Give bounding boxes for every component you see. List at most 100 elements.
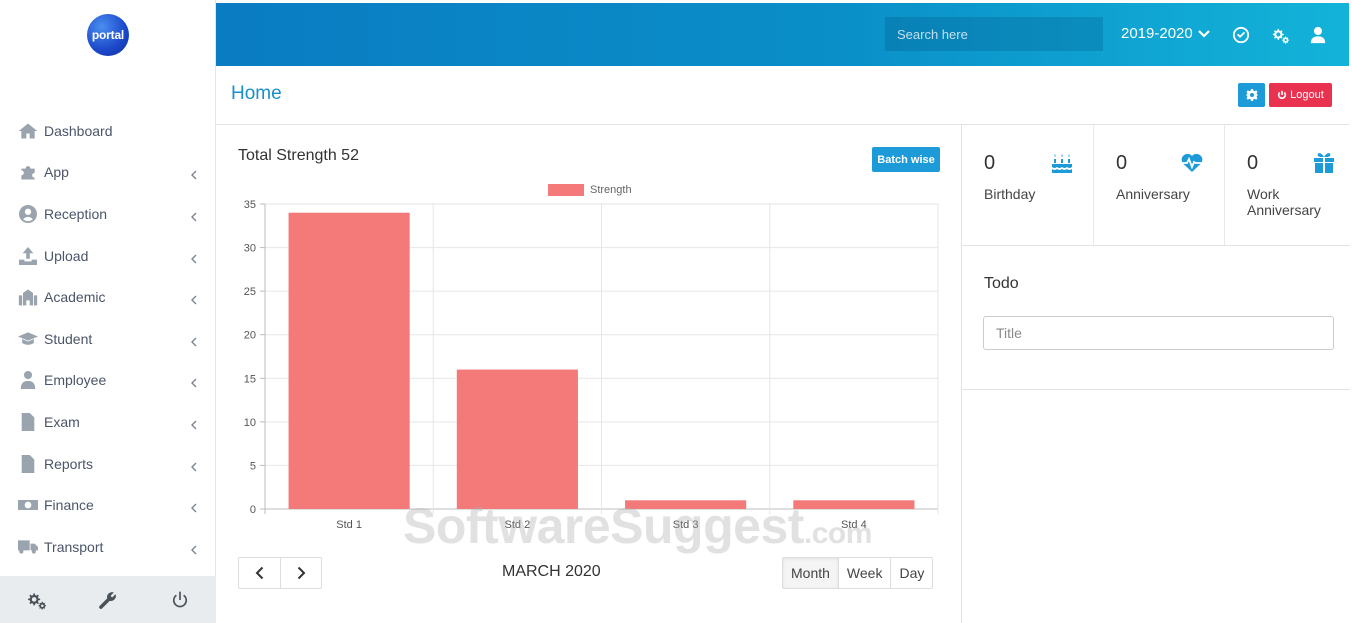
calendar-nav [238,557,322,589]
portal-logo[interactable]: portal [87,14,129,56]
chevron-left-icon [190,292,198,305]
view-month-button[interactable]: Month [783,558,838,588]
sidebar-item-transport[interactable]: Transport [0,526,216,568]
birthday-label: Birthday [984,186,1036,202]
sidebar-nav: Dashboard App Reception Upload Academic [0,110,216,568]
chart-title: Total Strength 52 [238,147,359,164]
x-tick-label: Std 2 [505,519,531,531]
building-icon [17,288,39,306]
logout-button[interactable]: Logout [1269,83,1332,107]
settings-button[interactable] [1238,83,1265,107]
sidebar-footer [0,576,216,623]
chevron-down-icon [1197,29,1210,38]
y-tick-label: 20 [244,330,256,342]
gear-icon [1245,89,1258,101]
anniversary-label: Anniversary [1116,186,1190,202]
chevron-left-icon [255,566,264,580]
sidebar-item-label: Finance [44,497,94,514]
wrench-icon[interactable] [90,585,126,615]
events-panel: 0 Birthday 0 Anniversary 0 Work Annivers… [962,125,1350,623]
power-icon [1278,90,1287,99]
prev-month-button[interactable] [239,558,280,588]
chevron-left-icon [190,209,198,222]
sidebar-item-upload[interactable]: Upload [0,235,216,277]
heartbeat-icon [1180,151,1204,175]
sidebar-item-finance[interactable]: Finance [0,484,216,526]
chevron-left-icon [190,334,198,347]
work-anniversary-stat[interactable]: 0 Work Anniversary [1224,125,1350,246]
puzzle-icon [17,163,39,181]
x-tick-label: Std 1 [336,519,362,531]
money-icon [17,496,39,514]
chevron-left-icon [190,167,198,180]
file-alt-icon [17,454,39,473]
work-anniversary-count: 0 [1247,152,1259,174]
bar [625,500,747,509]
home-icon [17,122,39,140]
view-day-button[interactable]: Day [890,558,932,588]
legend-swatch [548,184,584,196]
chevron-right-icon [297,566,305,580]
birthday-count: 0 [984,152,996,174]
sidebar-item-exam[interactable]: Exam [0,401,216,443]
y-tick-label: 35 [244,199,256,211]
power-icon[interactable] [162,585,198,615]
academic-year-select[interactable]: 2019-2020 [1121,25,1210,42]
logout-label: Logout [1290,89,1324,101]
chevron-left-icon [190,500,198,513]
sidebar-item-reception[interactable]: Reception [0,193,216,235]
sidebar-item-label: Exam [44,413,80,430]
birthday-stat[interactable]: 0 Birthday [962,125,1093,246]
bar [793,500,915,509]
todo-title-input[interactable] [983,316,1334,350]
sidebar-item-app[interactable]: App [0,152,216,194]
chevron-left-icon [190,417,198,430]
sidebar-item-label: Upload [44,247,89,264]
check-circle-icon[interactable] [1231,25,1251,45]
gears-icon[interactable] [1270,25,1290,45]
y-tick-label: 5 [250,460,256,472]
user-icon[interactable] [1308,25,1328,45]
sidebar-item-student[interactable]: Student [0,318,216,360]
sidebar-item-label: Student [44,330,93,347]
sidebar-item-academic[interactable]: Academic [0,276,216,318]
sidebar-item-employee[interactable]: Employee [0,360,216,402]
sidebar-item-label: App [44,164,69,181]
y-tick-label: 10 [244,417,256,429]
top-header: 2019-2020 [216,3,1349,66]
sidebar-item-label: Reports [44,455,94,472]
gears-icon[interactable] [18,585,54,615]
user-circle-icon [17,204,39,223]
batch-wise-button[interactable]: Batch wise [872,147,940,172]
x-tick-label: Std 4 [841,519,867,531]
y-tick-label: 15 [244,373,256,385]
calendar-month-label: MARCH 2020 [502,563,601,580]
sidebar-item-reports[interactable]: Reports [0,443,216,485]
view-week-button[interactable]: Week [837,558,891,588]
calendar-view-toggle: Month Week Day [782,557,934,589]
strength-bar-chart: 0 5 10 15 20 25 30 35 Std 1 Std 2 Std 3 Std 4 Streng… [244,184,939,531]
sidebar-item-label: Academic [44,289,106,306]
sidebar-item-label: Transport [44,538,104,555]
anniversary-stat[interactable]: 0 Anniversary [1093,125,1224,246]
todo-title: Todo [984,275,1019,292]
work-anniversary-label: Work Anniversary [1247,186,1321,218]
page-title: Home [231,83,282,104]
academic-year-label: 2019-2020 [1121,25,1193,42]
y-tick-label: 25 [244,286,256,298]
anniversary-count: 0 [1116,152,1128,174]
y-tick-label: 0 [250,504,256,516]
chevron-left-icon [190,542,198,555]
sidebar-item-label: Reception [44,205,108,222]
sidebar: portal Dashboard App Reception Upload [0,0,216,623]
sidebar-item-dashboard[interactable]: Dashboard [0,110,216,152]
upload-icon [17,246,39,265]
chevron-left-icon [190,459,198,472]
next-month-button[interactable] [280,558,321,588]
search-input[interactable] [885,17,1103,51]
chevron-left-icon [190,251,198,264]
birthday-cake-icon [1050,151,1074,175]
file-icon [17,412,39,431]
y-tick-label: 30 [244,243,256,255]
